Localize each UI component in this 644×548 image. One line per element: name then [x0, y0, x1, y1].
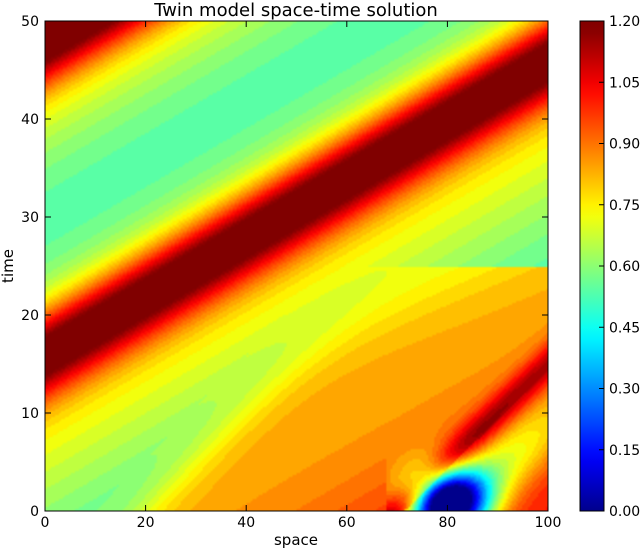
y-tick-label: 10 [21, 406, 39, 422]
y-axis-label: time [0, 249, 17, 283]
y-tick-label: 30 [21, 210, 39, 226]
colorbar-tick-label: 0.15 [609, 443, 640, 459]
colorbar-tick-label: 1.20 [609, 14, 640, 30]
x-tick-label: 40 [237, 515, 255, 531]
colorbar-tick-label: 0.75 [609, 198, 640, 214]
colorbar-ticks: 0.00 0.15 0.30 0.45 0.60 0.75 0.90 1.05 1.20 [599, 14, 640, 520]
y-axis: 0 10 20 30 40 50 [21, 14, 548, 520]
y-tick-label: 20 [21, 308, 39, 324]
plot-frame [44, 20, 549, 512]
y-tick-label: 40 [21, 112, 39, 128]
colorbar-tick-label: 0.00 [609, 504, 640, 520]
y-tick-label: 50 [21, 14, 39, 30]
colorbar-tick-label: 0.45 [609, 320, 640, 336]
x-tick-label: 100 [535, 515, 562, 531]
heatmap-image [45, 21, 548, 511]
colorbar-tick-label: 0.30 [609, 382, 640, 398]
x-axis-label: space [274, 531, 318, 548]
colorbar-tick-label: 1.05 [609, 75, 640, 91]
x-axis: 0 20 40 60 80 100 [41, 21, 562, 531]
x-tick-label: 80 [438, 515, 456, 531]
x-tick-label: 0 [41, 515, 50, 531]
colorbar-tick-label: 0.90 [609, 137, 640, 153]
x-tick-label: 20 [137, 515, 155, 531]
colorbar-tick-label: 0.60 [609, 259, 640, 275]
x-tick-label: 60 [338, 515, 356, 531]
chart-title: Twin model space-time solution [153, 0, 438, 21]
colorbar: 0.00 0.15 0.30 0.45 0.60 0.75 0.90 1.05 1.20 [579, 14, 640, 520]
plot-area [45, 21, 548, 511]
y-tick-label: 0 [30, 504, 39, 520]
